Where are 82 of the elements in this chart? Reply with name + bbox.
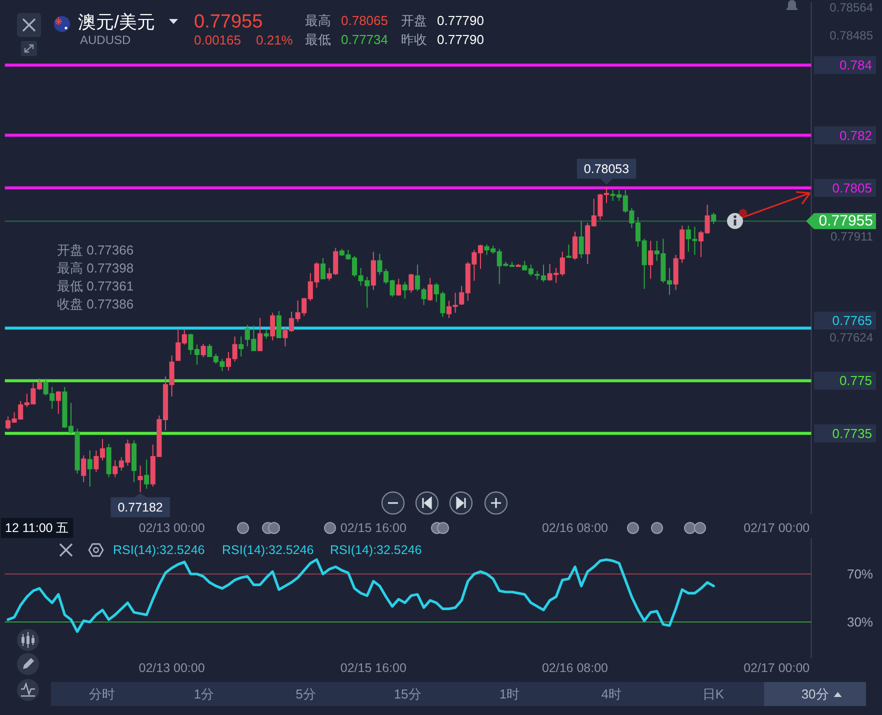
candlestick	[264, 329, 269, 340]
annotation: 0.78053	[584, 162, 630, 176]
candlestick	[516, 263, 521, 268]
y-tick-label: 70%	[846, 566, 874, 582]
annotation: 0.00165	[194, 32, 241, 48]
x-tick-label: 02/17 00:00	[744, 521, 810, 535]
ref-line-label: 0.775	[839, 373, 872, 388]
x-tick-label: 02/16 08:00	[542, 661, 608, 675]
ref-line-label: 0.7735	[832, 426, 872, 441]
candlestick	[421, 287, 426, 306]
candlestick	[396, 278, 402, 296]
candlestick	[566, 244, 572, 258]
text: 1时	[499, 686, 520, 702]
candlestick	[402, 281, 408, 300]
candlestick	[578, 220, 584, 258]
x-tick-label: 02/13 00:00	[138, 661, 205, 675]
candlestick	[711, 212, 716, 224]
candlestick	[238, 336, 244, 358]
x-tick-label: 02/15 16:00	[340, 521, 406, 535]
ref-line-label: 0.7805	[832, 180, 872, 196]
text: 分时	[88, 686, 115, 702]
text: 12 11:00 五	[5, 521, 70, 535]
annotation: 开盘 0.77366	[57, 242, 134, 258]
ref-line-label: 0.77955	[818, 212, 873, 230]
y-tick-label: 0.77911	[830, 230, 874, 244]
x-tick-label: 02/16 08:00	[542, 521, 608, 535]
candlestick	[131, 440, 137, 483]
text: 日K	[702, 686, 724, 702]
annotation: 0.77182	[118, 500, 163, 514]
annotation: 收盘 0.77386	[57, 296, 134, 312]
candlestick	[87, 450, 92, 488]
candlestick	[200, 343, 206, 358]
annotation: 最高 0.77398	[57, 260, 134, 276]
x-tick-label: 02/15 16:00	[340, 661, 406, 675]
candlestick	[144, 459, 150, 490]
text: 1分	[194, 686, 214, 702]
ref-line-label: 0.784	[839, 58, 872, 73]
annotation: RSI(14):32.5246	[222, 543, 314, 557]
candlestick	[428, 277, 433, 302]
y-tick-label: 0.78564	[830, 0, 874, 15]
line-series	[6, 558, 715, 633]
annotation: 开盘	[401, 13, 427, 28]
x-tick-label: 02/17 00:00	[744, 661, 810, 675]
candlestick	[56, 390, 61, 414]
annotation: 最低 0.77361	[57, 278, 134, 294]
annotation: 最高	[305, 13, 331, 28]
x-tick-label: 02/13 00:00	[138, 521, 205, 535]
candlestick	[686, 225, 691, 252]
candlestick	[276, 310, 282, 338]
ref-line-label: 0.7765	[832, 313, 872, 328]
candlestick	[270, 312, 276, 341]
text: AUDUSD	[80, 33, 132, 47]
candlestick	[572, 231, 578, 260]
candlestick	[257, 317, 263, 352]
text: 15分	[394, 686, 422, 702]
annotation: 昨收	[401, 32, 427, 47]
annotation: 0.77734	[341, 32, 388, 47]
candlestick	[370, 251, 376, 290]
text: 澳元/美元	[78, 12, 156, 32]
annotation: RSI(14):32.5246	[330, 543, 422, 557]
candlestick	[692, 226, 698, 256]
text: 5分	[296, 686, 316, 702]
y-tick-label: 30%	[846, 614, 874, 630]
annotation: 0.77790	[437, 32, 484, 47]
candlestick	[320, 258, 326, 280]
annotation: 最低	[305, 32, 331, 47]
y-tick-label: 0.77624	[830, 330, 874, 344]
annotation: 0.77790	[437, 13, 484, 28]
annotation: 0.21%	[256, 32, 294, 48]
annotation: RSI(14):32.5246	[113, 543, 205, 557]
candlestick	[81, 454, 86, 483]
annotation: 0.78065	[341, 13, 388, 28]
y-tick-label: 0.78485	[830, 28, 874, 42]
candlestick	[648, 240, 654, 280]
candlestick	[414, 264, 420, 292]
ref-line-label: 0.782	[839, 128, 872, 143]
annotation: 0.77955	[194, 12, 263, 32]
text: 30分	[801, 686, 829, 702]
candlestick	[408, 273, 414, 294]
text: 4时	[601, 686, 622, 702]
candlestick	[138, 465, 143, 493]
candlestick	[106, 443, 112, 478]
